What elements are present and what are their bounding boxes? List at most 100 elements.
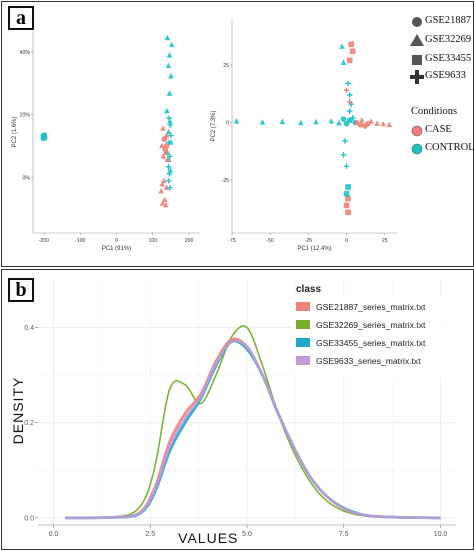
- data-point-triangle: [328, 118, 335, 124]
- data-point-triangle: [374, 120, 380, 126]
- x-tick-label: -75: [228, 238, 236, 244]
- data-point-triangle: [161, 196, 168, 203]
- x-tick-label: -200: [39, 238, 49, 244]
- legend-label-3: GSE33455_series_matrix.txt: [316, 338, 426, 348]
- x-axis-label: PC1 (91%): [102, 246, 131, 252]
- data-point-triangle: [354, 119, 361, 125]
- data-point-triangle: [386, 121, 393, 128]
- legend-swatch: [296, 356, 310, 365]
- legend-label-4: GSE9633_series_matrix.txt: [316, 356, 421, 366]
- data-point-triangle: [233, 118, 240, 124]
- data-point-triangle: [163, 184, 170, 190]
- x-tick-label: 100: [148, 238, 157, 244]
- x-tick-label: -100: [75, 238, 85, 244]
- legend-swatch: [296, 338, 310, 347]
- data-point-triangle: [279, 118, 286, 125]
- data-point-circle: [346, 117, 353, 124]
- data-point-triangle: [336, 119, 342, 126]
- data-point-triangle: [162, 149, 169, 156]
- y-axis-label: PC2 (7.3%): [211, 110, 217, 141]
- data-point-triangle: [159, 142, 165, 149]
- square-shape-icon: [412, 55, 422, 65]
- x-tick-label: 7.5: [339, 531, 349, 538]
- data-point-triangle: [164, 156, 171, 163]
- panel-b: 0.0 2.5 5.0 7.5 10.0 0.0 0.2 0.4 VALUES DENSITY cl…: [1, 269, 474, 550]
- density-plot: 0.0 2.5 5.0 7.5 10.0 0.0 0.2 0.4 VALUES DENSITY cl…: [10, 280, 462, 546]
- data-point-square: [348, 41, 354, 48]
- y-tick-label: 40%: [20, 50, 31, 56]
- control-swatch-icon: [411, 143, 423, 155]
- data-point-triangle: [368, 118, 374, 124]
- data-point-triangle: [359, 116, 365, 123]
- data-point-triangle: [297, 119, 304, 126]
- data-point-plus: [166, 115, 172, 121]
- legend-condition-case: CASE: [425, 124, 452, 135]
- data-point-triangle: [340, 59, 347, 65]
- data-point-square: [343, 202, 350, 209]
- data-point-plus: [166, 170, 173, 177]
- legend-swatch: [296, 320, 310, 329]
- x-tick-label: -25: [305, 238, 313, 244]
- data-point-triangle: [159, 200, 166, 206]
- data-point-plus: [342, 138, 348, 144]
- legend-label-1: GSE21887_series_matrix.txt: [316, 302, 426, 312]
- legend-condition-control: CONTROL: [425, 142, 474, 153]
- data-point-plus: [345, 80, 351, 87]
- y-tick-label: 0.4: [24, 325, 34, 332]
- density-line-2: [65, 325, 441, 520]
- y-tick-label: 0.2: [24, 420, 34, 427]
- y-axis-label: PC2 (1.6%): [12, 116, 18, 147]
- data-point-triangle: [158, 187, 164, 194]
- data-point-triangle: [161, 177, 167, 183]
- data-point-triangle: [168, 41, 175, 48]
- data-point-circle: [162, 146, 168, 153]
- data-point-triangle: [168, 72, 174, 79]
- plus-shape-icon: [410, 70, 424, 84]
- data-point-plus: [165, 164, 172, 170]
- y-axis-label: DENSITY: [10, 377, 26, 445]
- data-point-triangle: [165, 62, 172, 69]
- legend-swatch: [296, 302, 310, 311]
- legend-dataset-4: GSE9633: [425, 70, 466, 81]
- data-point-triangle: [166, 52, 173, 58]
- data-point-square: [346, 57, 353, 64]
- x-axis-label: PC1 (12.4%): [297, 246, 331, 252]
- data-point-triangle: [259, 119, 266, 125]
- x-tick-label: -50: [266, 238, 274, 244]
- data-point-triangle: [380, 120, 387, 127]
- density-line-4: [65, 339, 441, 520]
- data-point-plus: [346, 92, 353, 98]
- x-tick-label: 10.0: [434, 531, 448, 538]
- pca-plot-right: -75 -50 -25 0 25 25 0 -25 PC1 (12.4%) PC2 (7.3%): [211, 19, 397, 252]
- x-tick-label: 0: [345, 238, 348, 244]
- data-point-plus: [167, 184, 173, 191]
- x-tick-label: 0: [115, 238, 118, 244]
- triangle-shape-icon: [410, 34, 424, 46]
- data-point-square: [345, 209, 351, 216]
- x-tick-label: 2.5: [145, 531, 155, 538]
- data-point-triangle: [167, 118, 173, 124]
- y-tick-label: -25: [222, 178, 230, 184]
- data-point-square: [40, 134, 47, 140]
- data-point-plus: [340, 151, 347, 158]
- data-point-plus: [346, 108, 353, 114]
- panel-a-label: a: [8, 6, 34, 30]
- legend-title: class: [296, 284, 321, 295]
- x-tick-label: 0.0: [49, 531, 59, 538]
- data-point-triangle: [313, 118, 319, 125]
- data-point-plus: [165, 177, 172, 184]
- legend-label-2: GSE32269_series_matrix.txt: [316, 320, 426, 330]
- data-point-plus: [346, 99, 353, 105]
- circle-shape-icon: [412, 17, 422, 27]
- legend-dataset-2: GSE32269: [425, 34, 472, 45]
- data-point-square: [345, 184, 351, 190]
- data-point-plus: [349, 115, 356, 121]
- data-point-plus: [343, 87, 350, 94]
- x-axis-label: VALUES: [178, 530, 238, 546]
- data-point-triangle: [166, 90, 173, 96]
- data-point-triangle: [167, 167, 174, 173]
- x-tick-label: 200: [185, 238, 194, 244]
- y-tick-label: 0.0: [24, 515, 34, 522]
